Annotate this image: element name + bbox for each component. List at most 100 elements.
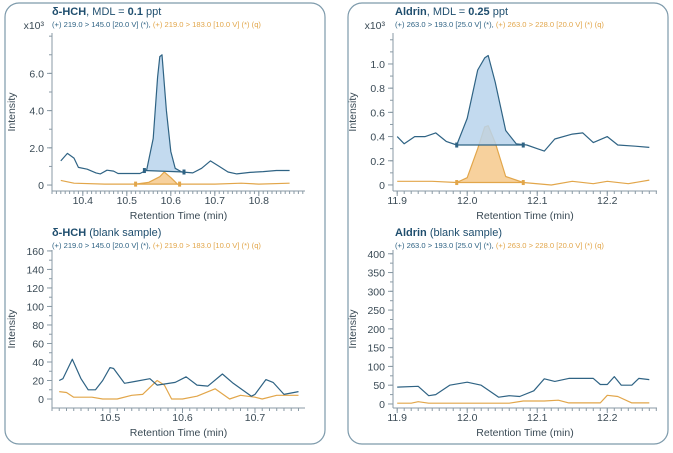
y-tick-label: 100	[367, 361, 385, 373]
title-part: ppt	[490, 6, 508, 18]
chart-1: δ-HCH (blank sample) (+) 219.0 > 145.0 [2…	[6, 227, 305, 439]
x-axis-label: Retention Time (min)	[476, 210, 573, 222]
qual-peak-area	[456, 125, 524, 183]
y-axis-label: Intensity	[347, 92, 359, 132]
y-tick-label: 0	[379, 180, 385, 192]
quant-trace	[60, 54, 290, 175]
y-tick-label: 60	[32, 338, 44, 350]
y-tick-label: 120	[26, 283, 44, 295]
quant-transition-label: (+) 263.0 > 193.0 [25.0 V] (*),	[395, 241, 496, 250]
qual-trace	[60, 171, 290, 185]
quant-peak-marker	[142, 168, 146, 174]
quant-peak-area	[456, 55, 524, 146]
x-tick-label: 12.2	[597, 412, 618, 424]
quant-peak-area	[144, 54, 184, 173]
qual-trace	[59, 379, 299, 400]
qual-trace	[397, 125, 650, 186]
title-part: , MDL =	[427, 6, 468, 18]
y-tick-label: 6.0	[29, 68, 44, 80]
y-tick-label: 160	[26, 246, 44, 258]
chart-title: δ-HCH (blank sample)	[52, 227, 161, 239]
quant-trace	[58, 358, 299, 397]
title-part: 0.25	[468, 6, 489, 18]
title-part: (blank sample)	[86, 227, 161, 239]
y-tick-label: 150	[367, 343, 385, 355]
y-tick-label: 0.6	[370, 107, 385, 119]
quant-trace	[396, 54, 650, 152]
y-tick-label: 2.0	[29, 143, 44, 155]
x-tick-label: 12.1	[527, 195, 548, 207]
y-axis-label: Intensity	[6, 92, 18, 132]
x-tick-label: 12.1	[527, 412, 548, 424]
chart-title: δ-HCH, MDL = 0.1 ppt	[52, 6, 161, 18]
y-tick-label: 350	[367, 268, 385, 280]
y-tick-label: 4.0	[29, 106, 44, 118]
title-part: ppt	[143, 6, 161, 18]
panel-aldrin	[347, 2, 669, 445]
chart-2: Aldrin, MDL = 0.25 ppt (+) 263.0 > 193.0 …	[347, 6, 657, 222]
chart-subtitle: (+) 263.0 > 193.0 [25.0 V] (*), (+) 263.…	[395, 20, 604, 29]
x-axis-label: Retention Time (min)	[130, 210, 227, 222]
x-tick-label: 10.6	[172, 412, 193, 424]
y-tick-label: 50	[373, 380, 385, 392]
x-tick-label: 12.2	[597, 195, 618, 207]
y-multiplier: x10³	[24, 20, 45, 32]
x-axis-label: Retention Time (min)	[130, 427, 227, 439]
chart-subtitle: (+) 219.0 > 145.0 [20.0 V] (*), (+) 219.…	[52, 241, 261, 250]
y-tick-label: 1.0	[370, 59, 385, 71]
y-tick-label: 100	[26, 301, 44, 313]
x-tick-label: 10.7	[245, 412, 266, 424]
chart-title: Aldrin, MDL = 0.25 ppt	[395, 6, 508, 18]
x-tick-label: 11.9	[387, 412, 407, 424]
chart-0: δ-HCH, MDL = 0.1 ppt (+) 219.0 > 145.0 [2…	[6, 6, 305, 222]
chart-3: Aldrin (blank sample) (+) 263.0 > 193.0 […	[347, 227, 657, 439]
y-tick-label: 300	[367, 286, 385, 298]
qual-transition-label: (+) 263.0 > 228.0 [20.0 V] (*) (q)	[496, 20, 605, 29]
y-tick-label: 0.4	[370, 132, 385, 144]
quant-transition-label: (+) 219.0 > 145.0 [20.0 V] (*),	[52, 241, 153, 250]
x-tick-label: 10.5	[100, 412, 121, 424]
qual-transition-label: (+) 219.0 > 183.0 [10.0 V] (*) (q)	[153, 20, 262, 29]
y-tick-label: 140	[26, 264, 44, 276]
y-tick-label: 200	[367, 324, 385, 336]
quant-transition-label: (+) 263.0 > 193.0 [25.0 V] (*),	[395, 20, 496, 29]
x-tick-label: 10.5	[117, 195, 138, 207]
quant-peak-baseline	[144, 169, 185, 173]
y-tick-label: 0.2	[370, 156, 385, 168]
qual-trace	[397, 394, 650, 404]
y-tick-label: 80	[32, 320, 44, 332]
title-part: Aldrin	[395, 6, 427, 18]
qual-transition-label: (+) 219.0 > 183.0 [10.0 V] (*) (q)	[153, 241, 262, 250]
title-part: δ-HCH	[52, 227, 86, 239]
chart-title: Aldrin (blank sample)	[395, 227, 502, 239]
y-tick-label: 0.8	[370, 83, 385, 95]
y-multiplier: x10³	[365, 20, 386, 32]
y-tick-label: 0	[38, 180, 44, 192]
title-part: δ-HCH	[52, 6, 86, 18]
x-tick-label: 10.7	[205, 195, 226, 207]
y-tick-label: 0	[379, 399, 385, 411]
chart-subtitle: (+) 263.0 > 193.0 [25.0 V] (*), (+) 263.…	[395, 241, 604, 250]
y-tick-label: 400	[367, 249, 385, 261]
x-tick-label: 11.9	[387, 195, 407, 207]
x-axis-label: Retention Time (min)	[476, 427, 573, 439]
quant-transition-label: (+) 219.0 > 145.0 [20.0 V] (*),	[52, 20, 153, 29]
y-tick-label: 0	[38, 394, 44, 406]
chart-subtitle: (+) 219.0 > 145.0 [20.0 V] (*), (+) 219.…	[52, 20, 261, 29]
title-part: (blank sample)	[427, 227, 502, 239]
title-part: 0.1	[128, 6, 143, 18]
y-tick-label: 40	[32, 357, 44, 369]
quant-trace	[397, 376, 650, 398]
x-tick-label: 10.6	[161, 195, 182, 207]
x-tick-label: 12.0	[457, 412, 478, 424]
title-part: Aldrin	[395, 227, 427, 239]
x-tick-label: 12.0	[457, 195, 478, 207]
x-tick-label: 10.8	[249, 195, 270, 207]
y-axis-label: Intensity	[347, 309, 359, 349]
y-tick-label: 20	[32, 376, 44, 388]
y-axis-label: Intensity	[6, 309, 18, 349]
panel-dhch	[4, 2, 326, 445]
title-part: , MDL =	[86, 6, 127, 18]
y-tick-label: 250	[367, 305, 385, 317]
